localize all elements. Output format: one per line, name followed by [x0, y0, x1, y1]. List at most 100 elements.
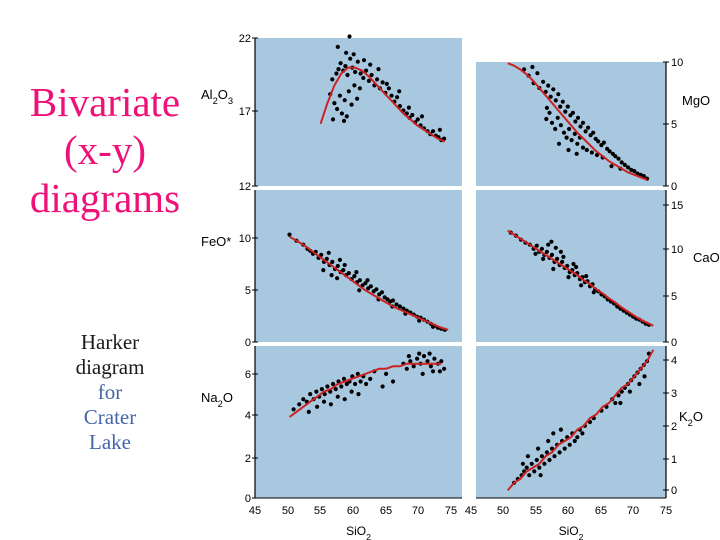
- mgo-data-point: [580, 120, 586, 125]
- subtitle-line-2: diagram: [75, 355, 145, 379]
- al2o3-ytick-label: 12: [239, 181, 251, 193]
- feo-trend-line: [288, 235, 449, 331]
- na2o-data-point: [297, 402, 302, 407]
- na2o-panel: 6 4 2 0 Na2O 45 50 55 60 65 70 75 SiO2: [201, 346, 462, 540]
- k2o-data-point: [544, 450, 550, 455]
- na2o-data-point: [415, 356, 420, 361]
- na2o-data-point: [437, 369, 442, 374]
- al2o3-data-point: [389, 93, 394, 98]
- mgo-data-point: [575, 141, 580, 146]
- al2o3-data-point: [332, 101, 337, 106]
- al2o3-data-point: [349, 102, 354, 107]
- al2o3-data-point: [337, 93, 342, 98]
- mgo-data-point: [558, 104, 563, 109]
- mgo-data-point: [632, 169, 637, 174]
- title-line-3: diagrams: [29, 175, 181, 221]
- al2o3-data-point: [353, 69, 358, 75]
- mgo-data-point: [574, 151, 579, 156]
- mgo-data-point: [575, 115, 581, 120]
- na2o-xtick-label: 70: [412, 505, 424, 517]
- feo-ytick-label: 0: [245, 337, 251, 349]
- k2o-data-point: [546, 438, 551, 444]
- al2o3-data-point: [352, 83, 357, 88]
- mgo-data-point: [547, 110, 552, 115]
- na2o-xtick-label: 50: [282, 505, 294, 517]
- feo-data-point: [397, 304, 402, 309]
- cao-ylabel: CaO: [693, 250, 720, 265]
- mgo-data-point: [601, 140, 607, 145]
- k2o-xtick-label: 55: [530, 505, 542, 517]
- cao-ytick-label: 15: [671, 200, 683, 212]
- mgo-data-point: [596, 139, 601, 144]
- k2o-data-point: [529, 461, 534, 466]
- subtitle-line-1: Harker: [80, 330, 140, 354]
- k2o-data-point: [613, 400, 618, 406]
- mgo-points: [522, 64, 650, 181]
- slide-title: Bivariate (x-y) diagrams: [10, 78, 200, 222]
- mgo-trend-line: [507, 62, 648, 181]
- mgo-ytick-label: 0: [671, 181, 677, 193]
- feo-data-point: [346, 271, 351, 276]
- mgo-data-point: [555, 115, 560, 120]
- mgo-ylabel: MgO: [682, 93, 710, 108]
- k2o-ytick-label: 0: [671, 485, 677, 497]
- na2o-data-point: [291, 407, 296, 412]
- feo-ytick-label: 5: [245, 285, 251, 297]
- cao-ytick-label: 0: [671, 337, 677, 349]
- k2o-data-point: [539, 454, 545, 459]
- al2o3-data-point: [415, 117, 420, 122]
- al2o3-data-point: [369, 72, 374, 78]
- mgo-data-point: [573, 119, 578, 124]
- na2o-ylabel: Na2O: [201, 390, 233, 409]
- al2o3-ytick-label: 22: [239, 33, 251, 45]
- na2o-xtick-label: 55: [314, 505, 326, 517]
- na2o-data-point: [349, 389, 354, 394]
- mgo-data-point: [584, 147, 589, 153]
- mgo-data-point: [591, 130, 596, 135]
- feo-ytick-label: 10: [239, 233, 251, 245]
- k2o-ytick-label: 3: [671, 388, 677, 400]
- cao-data-point: [541, 256, 546, 261]
- mgo-data-point: [558, 123, 564, 128]
- al2o3-data-point: [437, 127, 442, 132]
- na2o-data-point: [421, 354, 427, 359]
- na2o-data-point: [314, 389, 319, 394]
- na2o-data-point: [342, 397, 347, 402]
- k2o-data-point: [532, 469, 537, 474]
- cao-data-point: [549, 239, 554, 244]
- cao-trend-line: [507, 229, 654, 327]
- na2o-xtick-label: 65: [380, 505, 392, 517]
- na2o-data-point: [417, 351, 422, 356]
- na2o-data-point: [306, 409, 311, 414]
- al2o3-ylabel: Al2O3: [201, 87, 233, 106]
- al2o3-data-point: [344, 114, 349, 119]
- feo-data-point: [335, 263, 340, 269]
- cao-data-point: [584, 274, 589, 279]
- k2o-plot-area: [476, 346, 666, 498]
- mgo-data-point: [583, 129, 588, 134]
- subtitle-line-5: Lake: [89, 430, 131, 454]
- feo-data-point: [417, 318, 422, 323]
- na2o-data-point: [328, 402, 333, 407]
- al2o3-data-point: [361, 75, 366, 81]
- feo-data-point: [368, 284, 373, 289]
- al2o3-data-point: [344, 50, 349, 55]
- na2o-data-point: [339, 384, 344, 389]
- mgo-data-point: [609, 164, 614, 169]
- k2o-data-point: [557, 450, 562, 455]
- na2o-data-point: [353, 381, 358, 387]
- al2o3-data-point: [336, 67, 341, 72]
- al2o3-data-point: [339, 111, 344, 116]
- cao-data-point: [539, 246, 545, 251]
- mgo-data-point: [563, 109, 568, 114]
- na2o-ytick-label: 6: [245, 369, 251, 381]
- na2o-data-point: [427, 351, 432, 356]
- na2o-data-point: [355, 371, 360, 376]
- na2o-data-point: [335, 394, 340, 399]
- mgo-ytick-label: 10: [671, 57, 683, 69]
- al2o3-data-point: [351, 52, 356, 57]
- feo-data-point: [352, 274, 357, 279]
- na2o-data-point: [325, 384, 330, 389]
- cao-ytick-label: 10: [671, 244, 683, 256]
- na2o-data-point: [319, 387, 324, 392]
